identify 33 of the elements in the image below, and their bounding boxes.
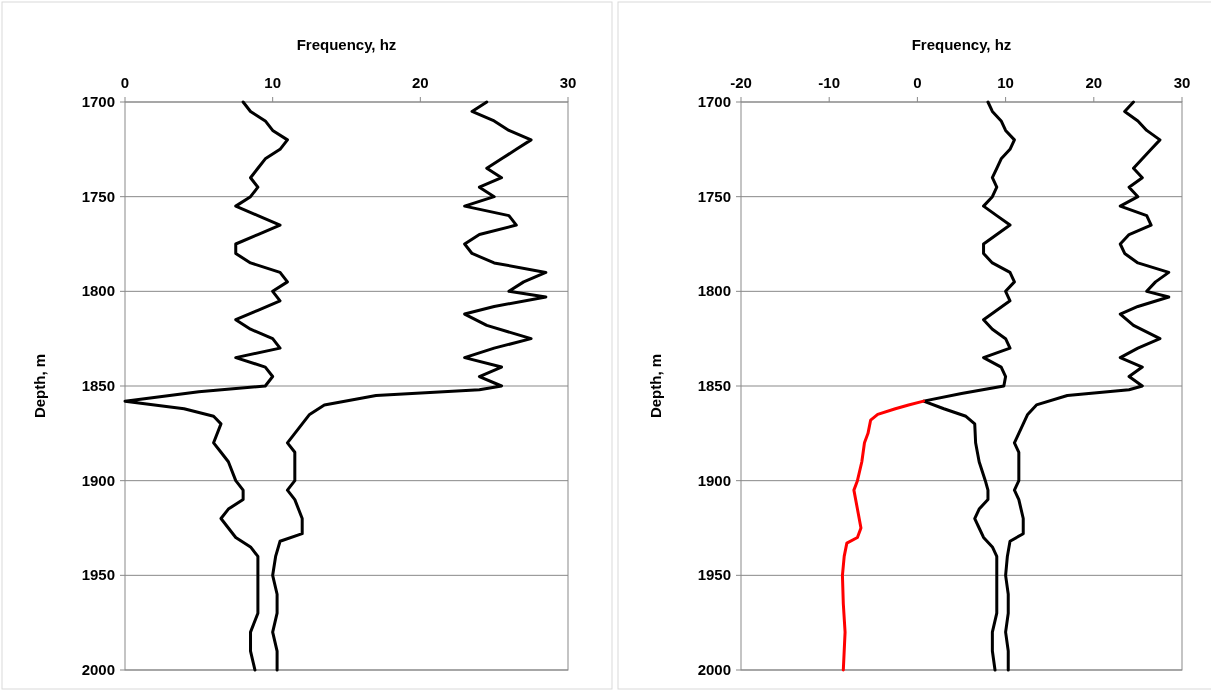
- x-tick-label: 0: [913, 74, 922, 91]
- line-series: [922, 100, 1016, 672]
- y-tick-label: 2000: [81, 661, 115, 678]
- line-series: [1004, 100, 1171, 672]
- x-axis-title: Frequency, hz: [911, 36, 1012, 53]
- line-series: [123, 100, 289, 672]
- y-tick-label: 1850: [81, 377, 115, 394]
- line-series: [840, 399, 926, 672]
- line-series: [271, 100, 548, 672]
- y-axis-title: Depth, m: [647, 353, 664, 419]
- x-tick-label: 0: [120, 74, 130, 91]
- x-axis-title: Frequency, hz: [296, 36, 397, 53]
- y-tick-label: 1900: [81, 471, 115, 489]
- y-axis-title: Depth, m: [31, 353, 48, 419]
- y-tick-label: 1700: [81, 93, 115, 110]
- y-tick-label: 1750: [697, 187, 731, 205]
- y-tick-label: 1700: [697, 93, 731, 110]
- x-tick-label: 20: [1085, 74, 1103, 91]
- x-tick-label: -20: [730, 74, 752, 91]
- x-tick-label: 30: [559, 74, 577, 91]
- y-tick-label: 1850: [697, 377, 731, 394]
- x-tick-label: 20: [411, 74, 429, 91]
- y-tick-label: 2000: [697, 661, 731, 678]
- y-tick-label: 1950: [81, 566, 115, 584]
- y-tick-label: 1900: [697, 471, 731, 489]
- y-tick-label: 1750: [81, 187, 115, 205]
- x-tick-label: -10: [818, 74, 841, 91]
- y-tick-label: 1800: [81, 282, 115, 300]
- y-tick-label: 1800: [697, 282, 731, 300]
- x-tick-label: 10: [264, 74, 282, 91]
- x-tick-label: 30: [1173, 74, 1191, 91]
- y-tick-label: 1950: [697, 566, 731, 584]
- x-tick-label: 10: [997, 74, 1014, 91]
